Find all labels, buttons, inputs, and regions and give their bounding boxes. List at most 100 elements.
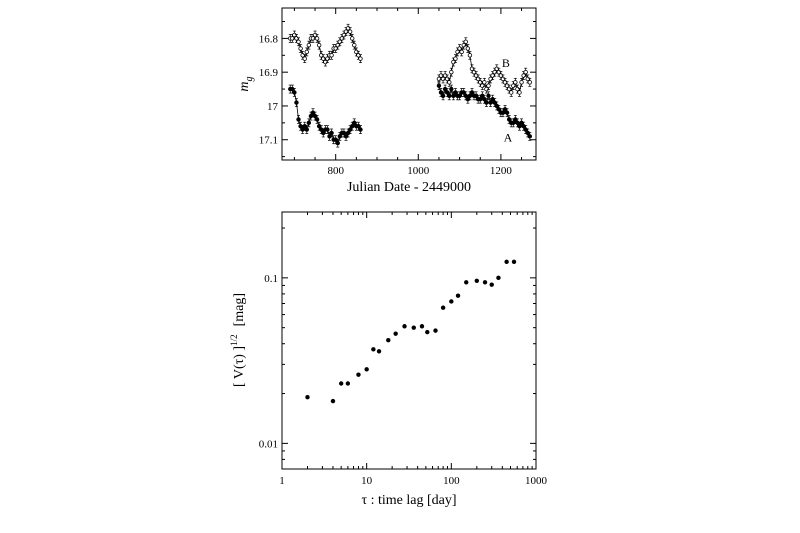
data-point-B bbox=[475, 74, 481, 84]
x-tick-label: 800 bbox=[327, 165, 344, 177]
data-point-A bbox=[292, 88, 297, 97]
data-point-B bbox=[316, 40, 322, 50]
data-point-B bbox=[463, 37, 468, 47]
series-label-B: B bbox=[502, 56, 510, 70]
data-point bbox=[419, 324, 425, 329]
series-points bbox=[305, 259, 517, 404]
data-point-B bbox=[486, 81, 491, 91]
data-point-B bbox=[459, 47, 464, 57]
data-point bbox=[330, 398, 336, 404]
y-tick-label: 0.01 bbox=[259, 438, 278, 450]
data-point-B bbox=[513, 77, 518, 87]
data-point bbox=[393, 331, 398, 336]
data-point-B bbox=[314, 34, 320, 43]
data-point-A bbox=[527, 132, 533, 141]
data-point-A bbox=[484, 98, 489, 107]
data-point-B bbox=[449, 67, 454, 77]
data-point bbox=[356, 372, 361, 377]
series-labels: BA bbox=[502, 56, 513, 144]
data-point-B bbox=[304, 47, 309, 57]
data-point-A bbox=[304, 125, 309, 134]
data-point-B bbox=[523, 67, 528, 77]
data-point-B bbox=[517, 88, 522, 97]
plot-frame bbox=[281, 7, 537, 161]
x-axis-title: Julian Date - 2449000 bbox=[347, 180, 471, 195]
axis-ticks: 1 10 100 1000 0.01 0.1 bbox=[259, 212, 548, 487]
data-point-B bbox=[298, 44, 303, 53]
data-point bbox=[364, 367, 369, 372]
data-point bbox=[489, 282, 494, 287]
y-axis-title-main: [ V(τ) ] bbox=[232, 346, 247, 387]
y-axis-title-superscript: 1/2 bbox=[229, 334, 239, 346]
data-point-A bbox=[440, 91, 446, 101]
x-tick-label: 100 bbox=[443, 475, 460, 487]
y-tick-label: 16.9 bbox=[259, 67, 279, 79]
data-point-B bbox=[447, 77, 452, 87]
data-point-A bbox=[314, 115, 320, 124]
data-point bbox=[371, 347, 376, 352]
data-point-B bbox=[302, 54, 307, 64]
data-point-A bbox=[447, 91, 452, 101]
y-tick-label: 17.1 bbox=[259, 135, 278, 147]
y-axis-title-subscript: g bbox=[244, 76, 255, 81]
data-point bbox=[464, 280, 469, 285]
data-point bbox=[425, 329, 430, 335]
data-point-A bbox=[306, 118, 312, 128]
y-axis-title-unit: [mag] bbox=[232, 293, 247, 326]
data-point bbox=[496, 275, 501, 281]
x-tick-label: 1000 bbox=[407, 165, 430, 177]
axis-ticks: 800 1000 1200 16.8 16.9 17 17.1 bbox=[259, 8, 536, 177]
series-label-A: A bbox=[504, 130, 513, 144]
data-point bbox=[402, 324, 407, 329]
data-point-B bbox=[306, 40, 312, 50]
x-tick-label: 10 bbox=[361, 475, 373, 487]
y-tick-label: 17 bbox=[267, 101, 279, 113]
data-point bbox=[376, 349, 382, 354]
data-point bbox=[345, 381, 351, 386]
data-point-B bbox=[296, 37, 301, 47]
data-point bbox=[474, 278, 480, 283]
data-point-A bbox=[504, 108, 510, 118]
series-points bbox=[288, 23, 533, 148]
data-point-B bbox=[352, 40, 357, 50]
data-point-B bbox=[527, 77, 533, 87]
x-tick-label: 1200 bbox=[490, 165, 513, 177]
data-point bbox=[482, 280, 488, 285]
data-point-B bbox=[467, 50, 473, 60]
y-axis-title-main: m bbox=[237, 81, 252, 91]
x-tick-label: 1 bbox=[279, 475, 285, 487]
plot-frame bbox=[281, 211, 537, 470]
data-point bbox=[440, 305, 446, 310]
data-point-A bbox=[296, 115, 301, 124]
data-point-B bbox=[482, 77, 487, 87]
data-point bbox=[504, 259, 509, 265]
data-point bbox=[386, 338, 391, 343]
data-point-A bbox=[335, 138, 340, 148]
data-point-B bbox=[465, 44, 471, 53]
svg-text:[ V(τ) ]1/2[mag]: [ V(τ) ]1/2 [mag] bbox=[229, 293, 247, 387]
y-tick-label: 0.1 bbox=[264, 273, 278, 285]
data-point-A bbox=[486, 91, 491, 101]
data-point-A bbox=[449, 84, 454, 94]
y-axis-title: mg bbox=[237, 76, 255, 91]
data-point bbox=[433, 328, 438, 333]
svg-text:mg: mg bbox=[237, 76, 255, 91]
data-point-B bbox=[453, 54, 458, 64]
structure-function-chart: 1 10 100 1000 0.01 0.1 τ : time lag [day] [ V… bbox=[229, 211, 548, 508]
data-point bbox=[305, 395, 310, 400]
data-point bbox=[338, 381, 344, 386]
data-point-B bbox=[350, 34, 355, 43]
series-line-A bbox=[290, 88, 361, 145]
data-point-A bbox=[358, 125, 363, 134]
data-point bbox=[511, 259, 517, 265]
data-point-A bbox=[329, 128, 334, 138]
data-point-B bbox=[358, 54, 363, 64]
x-axis-title: τ : time lag [day] bbox=[361, 493, 456, 508]
data-point-B bbox=[347, 27, 353, 36]
data-point-B bbox=[519, 77, 524, 87]
x-tick-label: 1000 bbox=[525, 475, 548, 487]
data-point bbox=[449, 299, 454, 304]
data-point-A bbox=[325, 125, 330, 134]
